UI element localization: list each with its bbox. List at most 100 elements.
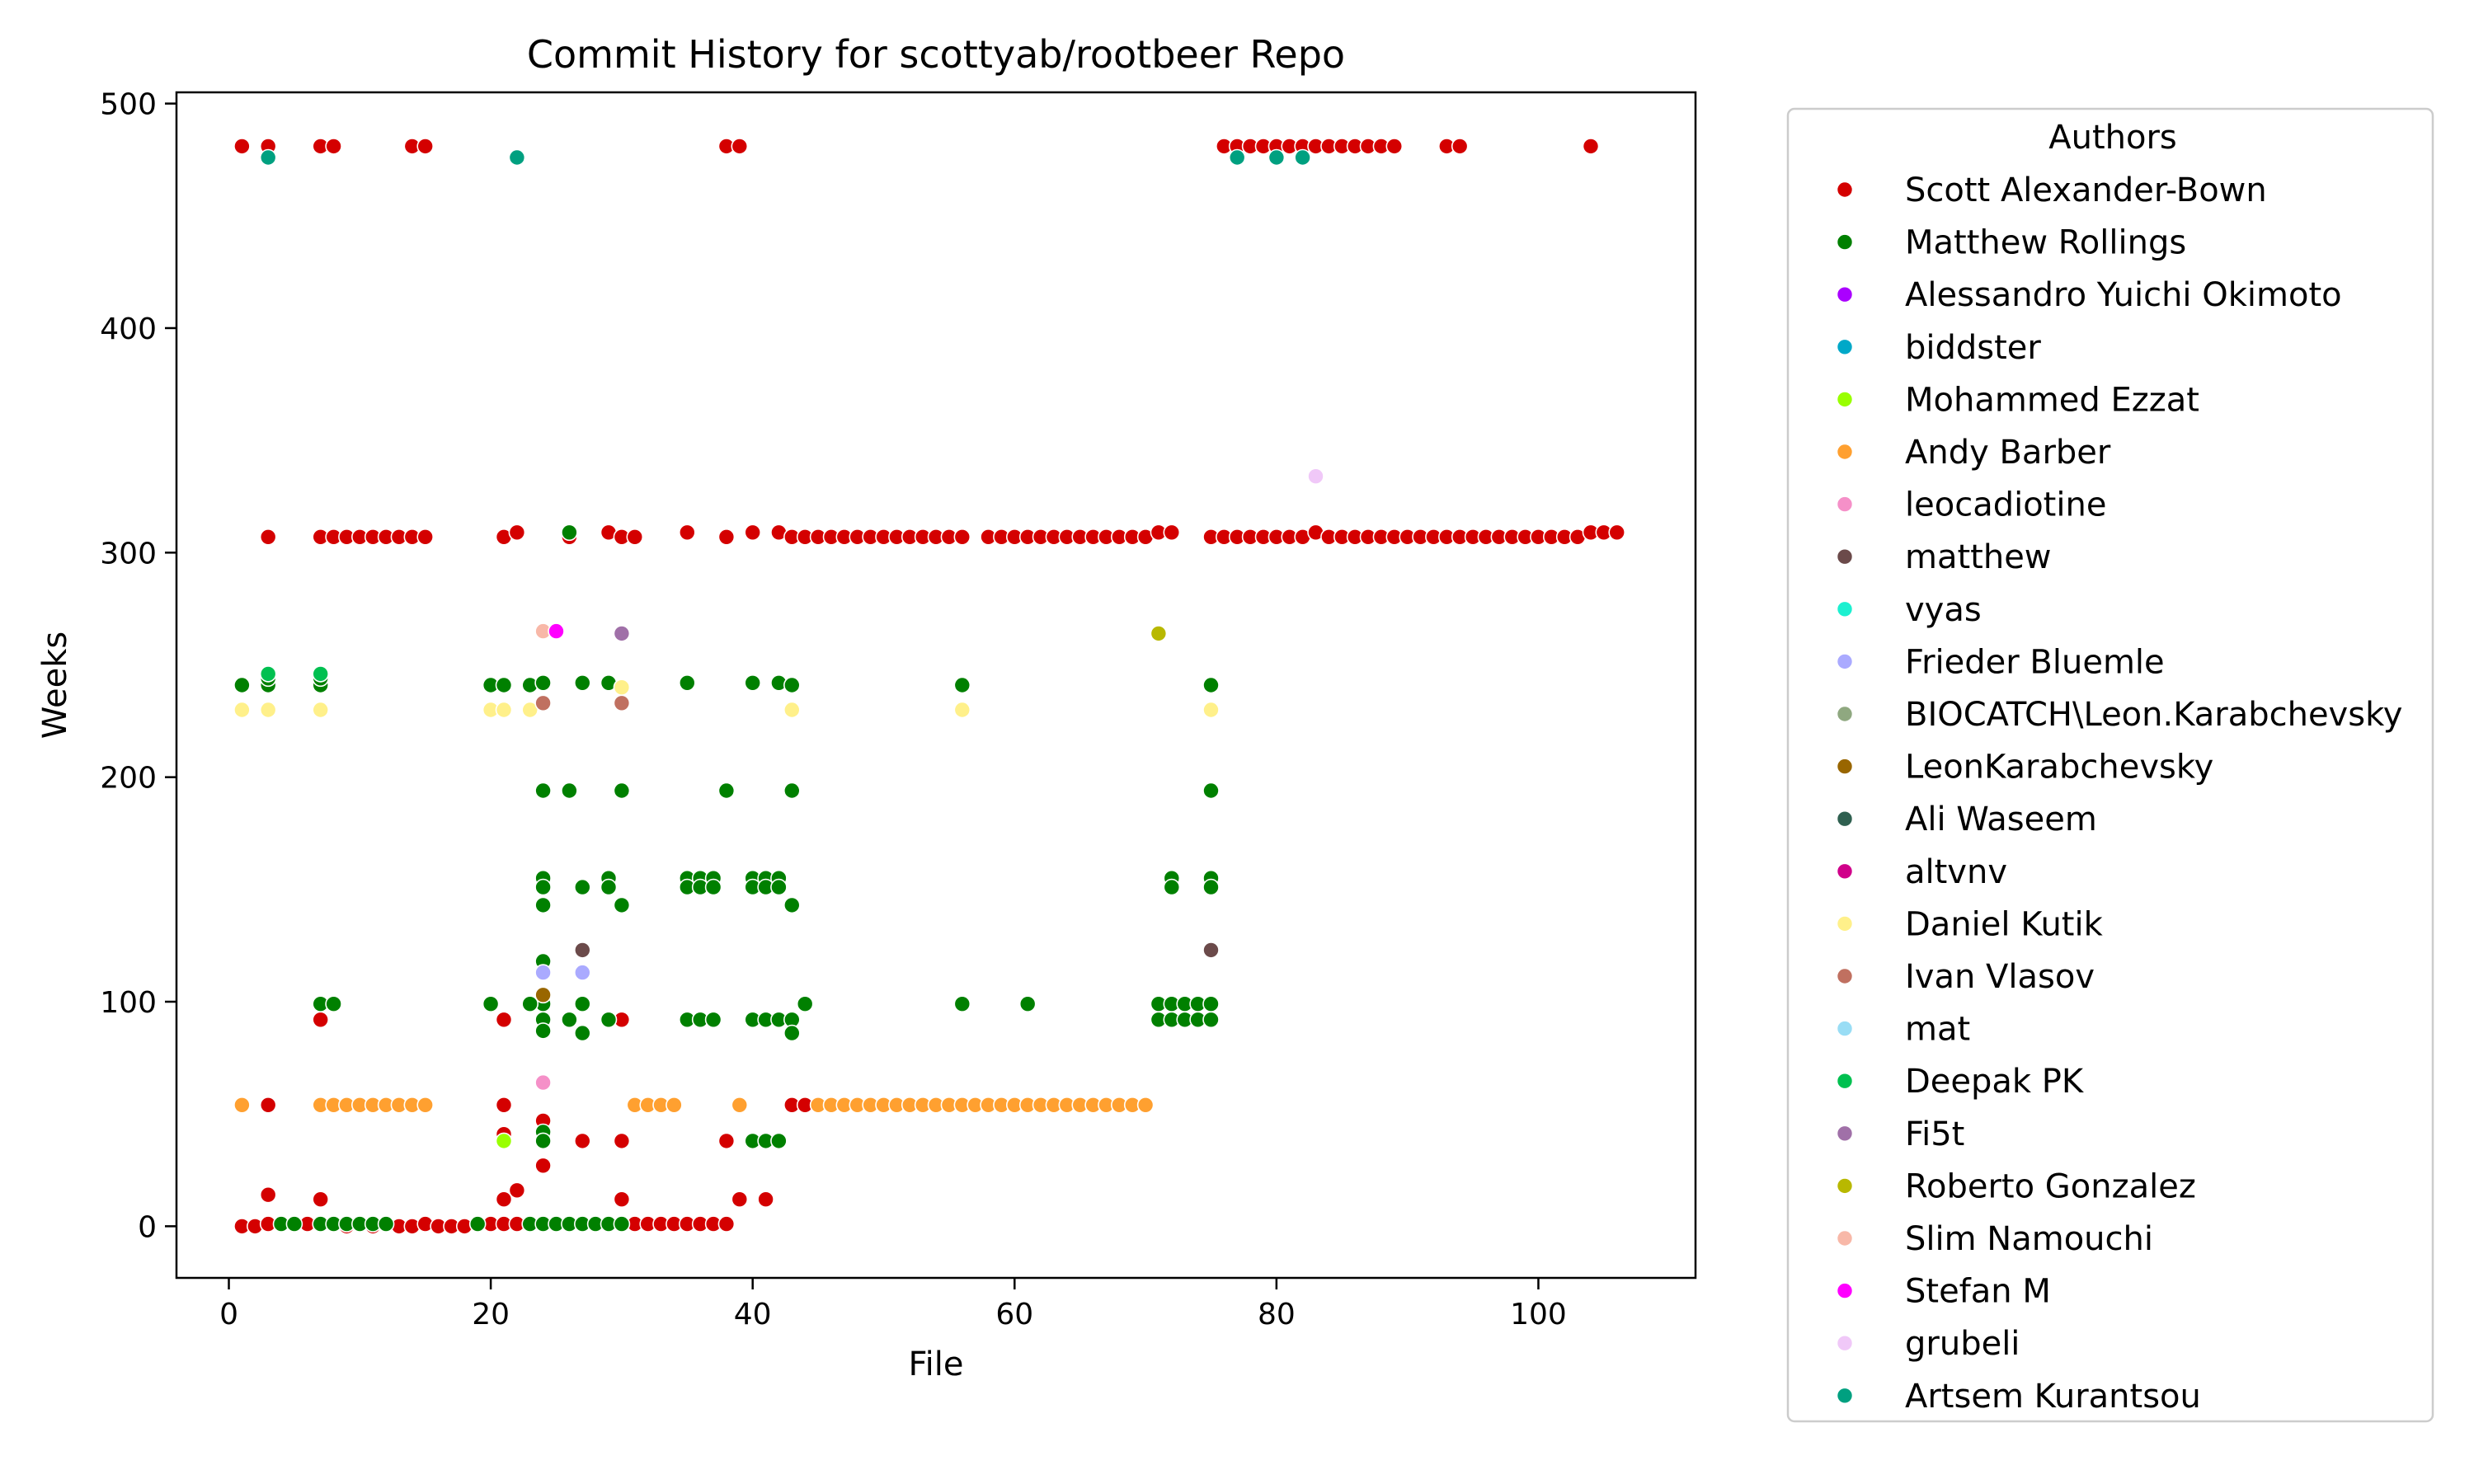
x-axis-label: File [909,1345,964,1383]
legend-label: mat [1905,1011,1970,1049]
legend-label: matthew [1905,538,2052,576]
legend-label: altvnv [1905,853,2007,891]
data-point [377,1215,395,1233]
legend-marker [1836,181,1854,199]
y-tick-label: 500 [100,88,157,122]
data-point [1202,942,1220,959]
y-axis-ticks: 0 100 200 300 400 500 [100,88,176,1244]
data-point [770,878,788,896]
legend-marker [1836,1282,1854,1299]
y-tick-label: 200 [100,762,157,796]
plot-area-frame [175,91,1697,1280]
data-point [717,1132,736,1150]
data-point [416,528,435,546]
data-point [534,1022,552,1040]
data-point [600,1011,618,1029]
chart-title: Commit History for scottyab/rootbeer Rep… [527,32,1345,77]
data-point [1202,701,1220,719]
data-point [613,679,631,697]
legend-marker [1836,1125,1854,1143]
data-point [1150,625,1168,642]
data-point [312,665,330,683]
x-tick-label: 80 [1258,1298,1296,1331]
legend-label: Mohammed Ezzat [1905,381,2199,419]
legend-label: Stefan M [1905,1273,2051,1311]
data-point [953,528,971,546]
legend-label: Ivan Vlasov [1905,958,2095,996]
data-point [600,878,618,896]
data-point [233,676,251,694]
legend-marker [1836,285,1854,303]
data-point [259,701,277,719]
data-point [534,986,552,1004]
legend-label: Ali Waseem [1905,801,2097,838]
y-tick-label: 100 [100,986,157,1020]
data-point [495,1097,513,1114]
legend-title: Authors [2048,119,2177,157]
data-point [731,138,749,155]
legend-marker [1836,443,1854,461]
data-point [1451,138,1469,155]
legend-label: vyas [1905,591,1982,629]
data-point [613,1190,631,1208]
legend-frame [1786,107,2434,1423]
data-point [312,701,330,719]
data-point [312,1011,330,1029]
data-point [1202,1011,1220,1029]
legend-label: LeonKarabchevsky [1905,749,2213,787]
data-point [744,524,762,542]
legend-marker [1836,705,1854,723]
y-tick-label: 0 [138,1210,157,1244]
data-point [953,676,971,694]
data-point [233,138,251,155]
data-point [717,782,736,800]
data-point [416,1097,435,1114]
data-point [416,138,435,155]
data-point [626,528,644,546]
data-point [704,1011,722,1029]
data-point [534,878,552,896]
data-point [534,1157,552,1175]
data-point [495,1190,513,1208]
data-point [613,625,631,642]
x-tick-label: 20 [472,1298,510,1331]
legend-label: Andy Barber [1905,434,2111,472]
legend-marker [1836,1229,1854,1247]
legend-label: Alessandro Yuichi Okimoto [1905,276,2342,314]
data-point [783,676,801,694]
data-point [1268,148,1286,167]
data-point [285,1215,303,1233]
data-point [666,1097,683,1114]
legend-marker [1836,967,1854,985]
legend-label: biddster [1905,329,2041,367]
data-point [783,1024,801,1042]
x-tick-label: 0 [219,1298,238,1331]
data-point [783,782,801,800]
data-point [259,1186,277,1204]
data-point [508,1181,526,1200]
data-point [613,1132,631,1150]
data-point [534,964,552,981]
data-point [731,1097,749,1114]
legend-marker [1836,600,1854,618]
legend-label: grubeli [1905,1325,2020,1363]
data-point [259,665,277,683]
data-point [482,995,500,1012]
data-point [259,1097,277,1114]
legend-marker [1836,1334,1854,1352]
legend-marker [1836,862,1854,881]
y-tick-label: 300 [100,537,157,571]
data-points [233,138,1625,1235]
legend-marker [1836,495,1854,513]
data-point [325,138,342,155]
data-point [783,701,801,719]
data-point [757,1190,774,1208]
data-point [259,148,277,167]
data-point [561,1011,578,1029]
legend-marker [1836,653,1854,670]
data-point [613,1215,631,1233]
data-point [325,995,342,1012]
data-point [468,1215,487,1233]
data-point [561,524,578,542]
legend-marker [1836,1072,1854,1090]
